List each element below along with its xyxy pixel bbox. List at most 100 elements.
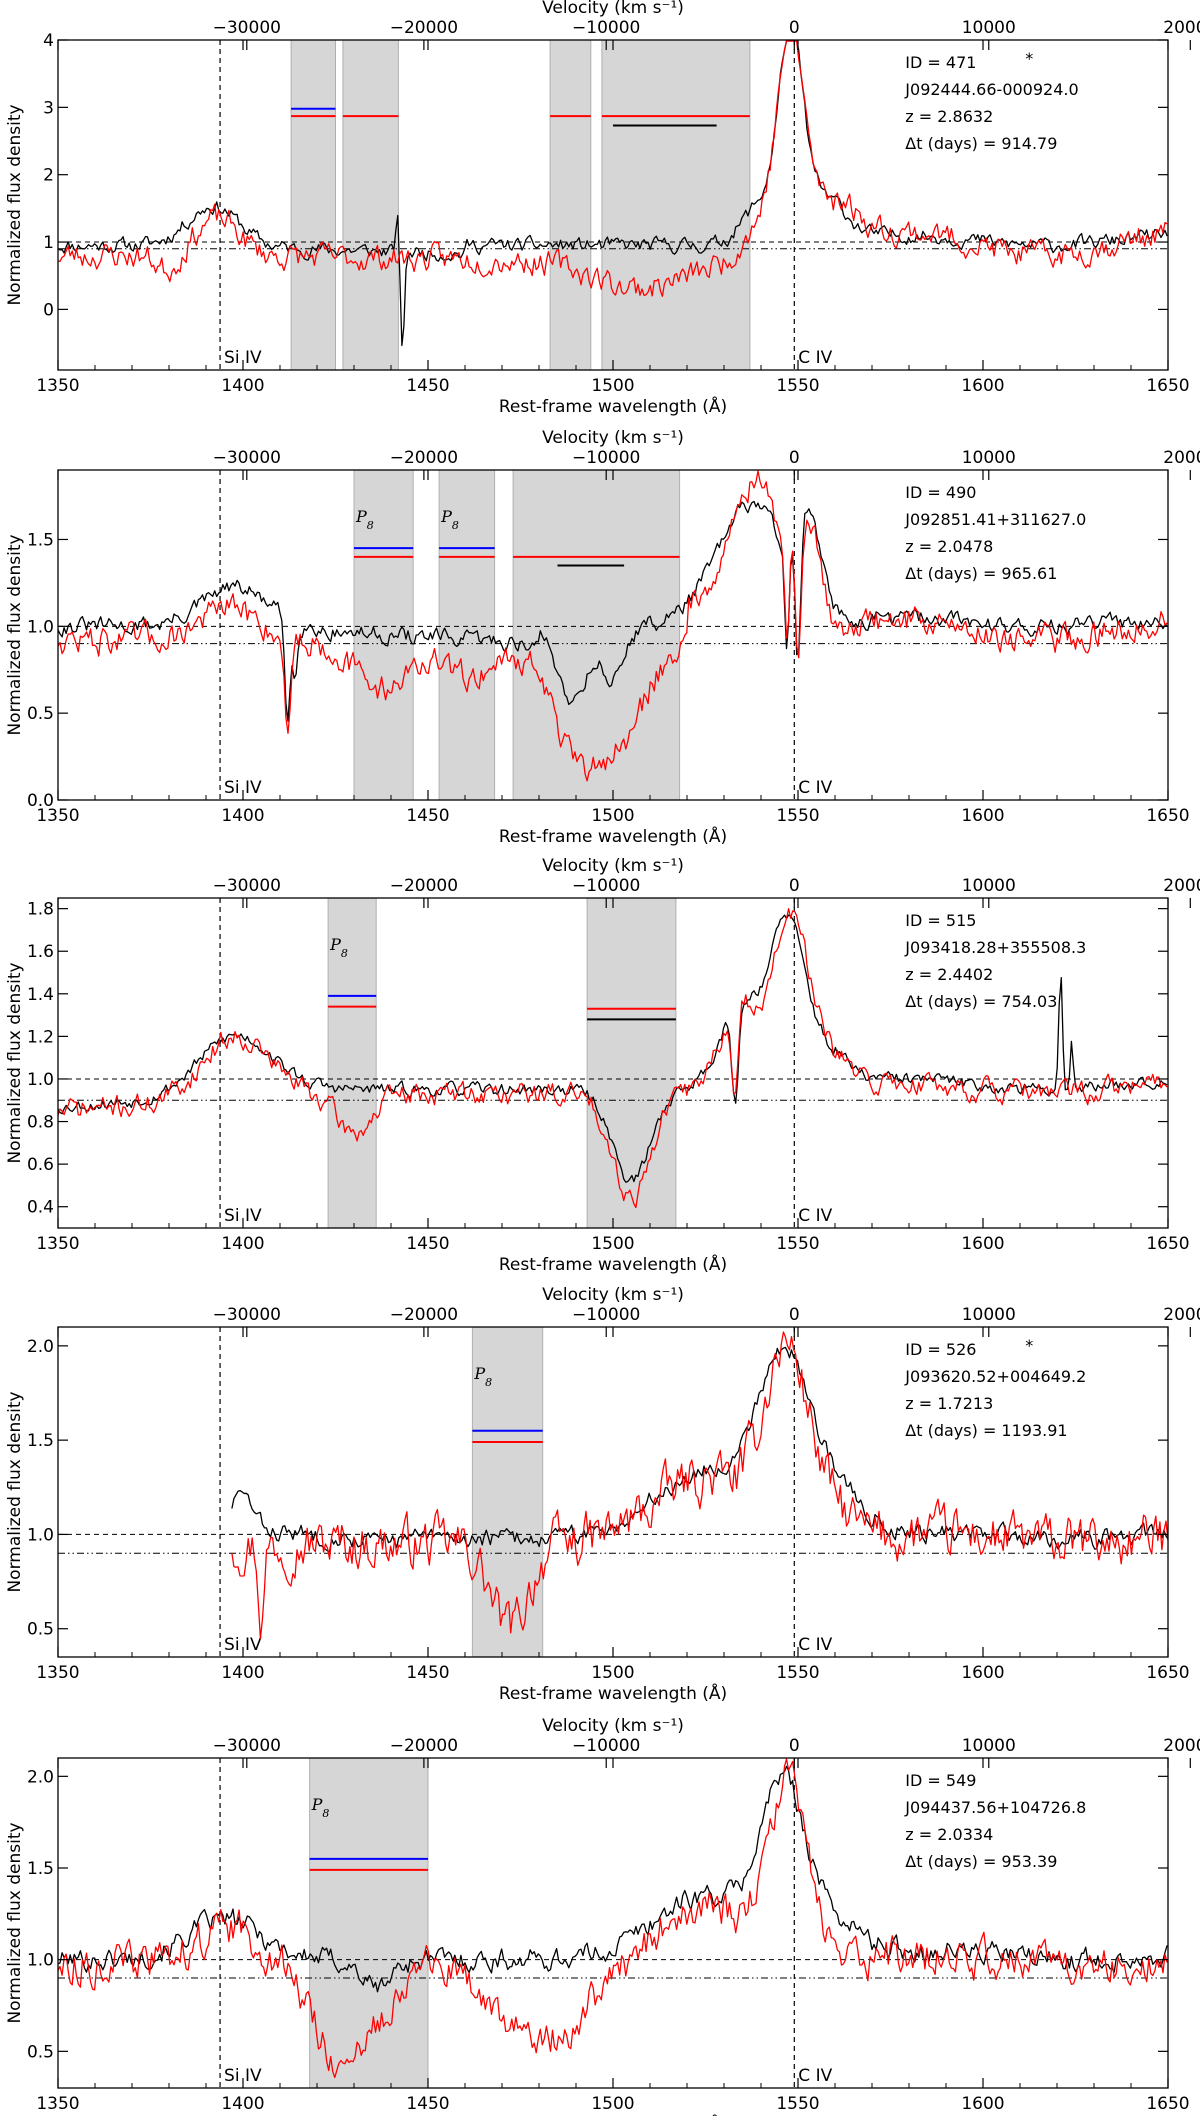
c-iv-label: C IV bbox=[798, 2066, 832, 2086]
x-tick-label: 1550 bbox=[776, 806, 819, 826]
x-tick-label: 1350 bbox=[36, 376, 79, 396]
spectrum-epoch-1 bbox=[231, 1346, 1169, 1553]
c-iv-label: C IV bbox=[798, 1635, 832, 1655]
absorption-region bbox=[549, 39, 592, 371]
y-axis-label: Normalized flux density bbox=[5, 1822, 25, 2023]
x-tick-label: 1550 bbox=[776, 1234, 819, 1254]
y-tick-label: 2.0 bbox=[27, 1767, 54, 1787]
region-label: P8 bbox=[355, 507, 374, 532]
x-tick-label: 1350 bbox=[36, 2094, 79, 2114]
x-tick-label: 1350 bbox=[36, 1663, 79, 1683]
velocity-axis-label: Velocity (km s⁻¹) bbox=[542, 428, 684, 448]
object-name: J092444.66-000924.0 bbox=[904, 80, 1078, 99]
spectrum-panel-3: P8 Si IV C IV 1350 1400 1450 1500 1550 1600 1650 −… bbox=[5, 856, 1200, 1275]
si-iv-label: Si IV bbox=[224, 1635, 262, 1655]
x-axis-label: Rest-frame wavelength (Å) bbox=[499, 1682, 727, 1704]
y-tick-label: 0 bbox=[43, 300, 54, 320]
y-tick-label: 1.8 bbox=[27, 900, 54, 920]
spectrum-epoch-2 bbox=[57, 40, 1168, 297]
spectrum-epoch-1 bbox=[57, 914, 1168, 1183]
spectrum-epoch-2 bbox=[57, 1758, 1168, 2079]
v-tick-label: 0 bbox=[789, 1305, 800, 1325]
object-id: ID = 490 bbox=[905, 483, 976, 502]
flag-star: * bbox=[1025, 1336, 1033, 1355]
x-tick-label: 1500 bbox=[591, 2094, 634, 2114]
v-tick-label: −20000 bbox=[390, 18, 458, 38]
object-id: ID = 471 bbox=[905, 53, 976, 72]
v-tick-label: 0 bbox=[789, 1736, 800, 1756]
y-tick-label: 1.6 bbox=[27, 942, 54, 962]
y-tick-label: 4 bbox=[43, 31, 54, 51]
absorption-region bbox=[512, 469, 681, 801]
x-tick-label: 1450 bbox=[406, 806, 449, 826]
c-iv-label: C IV bbox=[798, 348, 832, 368]
spectrum-epoch-1 bbox=[57, 500, 1168, 722]
x-tick-label: 1600 bbox=[961, 806, 1004, 826]
y-tick-label: 1.0 bbox=[27, 1951, 54, 1971]
x-tick-label: 1450 bbox=[406, 376, 449, 396]
x-axis-label: Rest-frame wavelength (Å) bbox=[499, 395, 727, 417]
object-id: ID = 526 bbox=[905, 1340, 976, 1359]
time-baseline: Δt (days) = 914.79 bbox=[905, 134, 1057, 153]
v-tick-label: 20000 bbox=[1163, 1305, 1200, 1325]
velocity-axis-label: Velocity (km s⁻¹) bbox=[542, 0, 684, 18]
redshift: z = 2.4402 bbox=[905, 965, 993, 984]
spectrum-panel-4: P8 Si IV C IV 1350 1400 1450 1500 1550 1600 1650 −… bbox=[5, 1285, 1200, 1704]
x-tick-label: 1350 bbox=[36, 806, 79, 826]
x-tick-label: 1400 bbox=[221, 1663, 264, 1683]
v-tick-label: −10000 bbox=[572, 18, 640, 38]
x-tick-label: 1600 bbox=[961, 2094, 1004, 2114]
object-name: J093418.28+355508.3 bbox=[904, 938, 1086, 957]
x-tick-label: 1550 bbox=[776, 376, 819, 396]
v-tick-label: 10000 bbox=[962, 18, 1016, 38]
spectrum-epoch-1 bbox=[57, 40, 1168, 347]
time-baseline: Δt (days) = 754.03 bbox=[905, 992, 1057, 1011]
y-tick-label: 1.4 bbox=[27, 985, 54, 1005]
x-tick-label: 1650 bbox=[1146, 1663, 1189, 1683]
c-iv-label: C IV bbox=[798, 778, 832, 798]
x-tick-label: 1600 bbox=[961, 1663, 1004, 1683]
x-tick-label: 1450 bbox=[406, 1234, 449, 1254]
object-name: J092851.41+311627.0 bbox=[904, 510, 1086, 529]
spectrum-epoch-2 bbox=[231, 1331, 1169, 1640]
y-tick-label: 0.5 bbox=[27, 1620, 54, 1640]
v-tick-label: −20000 bbox=[390, 876, 458, 896]
v-tick-label: −20000 bbox=[390, 1305, 458, 1325]
y-tick-label: 0.8 bbox=[27, 1113, 54, 1133]
v-tick-label: −30000 bbox=[213, 18, 281, 38]
spectrum-epoch-2 bbox=[57, 908, 1168, 1209]
v-tick-label: 10000 bbox=[962, 876, 1016, 896]
y-tick-label: 1.5 bbox=[27, 1431, 54, 1451]
x-tick-label: 1400 bbox=[221, 806, 264, 826]
y-axis-label: Normalized flux density bbox=[5, 534, 25, 735]
x-tick-label: 1500 bbox=[591, 1663, 634, 1683]
y-tick-label: 1.2 bbox=[27, 1027, 54, 1047]
absorption-region bbox=[290, 39, 337, 371]
v-tick-label: 20000 bbox=[1163, 18, 1200, 38]
object-id: ID = 515 bbox=[905, 911, 976, 930]
x-tick-label: 1400 bbox=[221, 1234, 264, 1254]
absorption-region bbox=[601, 39, 751, 371]
v-tick-label: 20000 bbox=[1163, 1736, 1200, 1756]
v-tick-label: −20000 bbox=[390, 1736, 458, 1756]
velocity-axis-label: Velocity (km s⁻¹) bbox=[542, 856, 684, 876]
x-tick-label: 1400 bbox=[221, 2094, 264, 2114]
v-tick-label: −30000 bbox=[213, 448, 281, 468]
x-tick-label: 1500 bbox=[591, 1234, 634, 1254]
object-name: J093620.52+004649.2 bbox=[904, 1367, 1086, 1386]
absorption-region bbox=[309, 1757, 429, 2089]
velocity-axis-label: Velocity (km s⁻¹) bbox=[542, 1285, 684, 1305]
x-tick-label: 1650 bbox=[1146, 1234, 1189, 1254]
spectrum-epoch-2 bbox=[57, 470, 1168, 782]
region-label: P8 bbox=[473, 1364, 492, 1389]
v-tick-label: −20000 bbox=[390, 448, 458, 468]
x-tick-label: 1450 bbox=[406, 2094, 449, 2114]
v-tick-label: −10000 bbox=[572, 1305, 640, 1325]
y-tick-label: 1.0 bbox=[27, 1525, 54, 1545]
v-tick-label: −10000 bbox=[572, 876, 640, 896]
object-name: J094437.56+104726.8 bbox=[904, 1798, 1086, 1817]
x-tick-label: 1650 bbox=[1146, 2094, 1189, 2114]
region-label: P8 bbox=[329, 935, 348, 960]
